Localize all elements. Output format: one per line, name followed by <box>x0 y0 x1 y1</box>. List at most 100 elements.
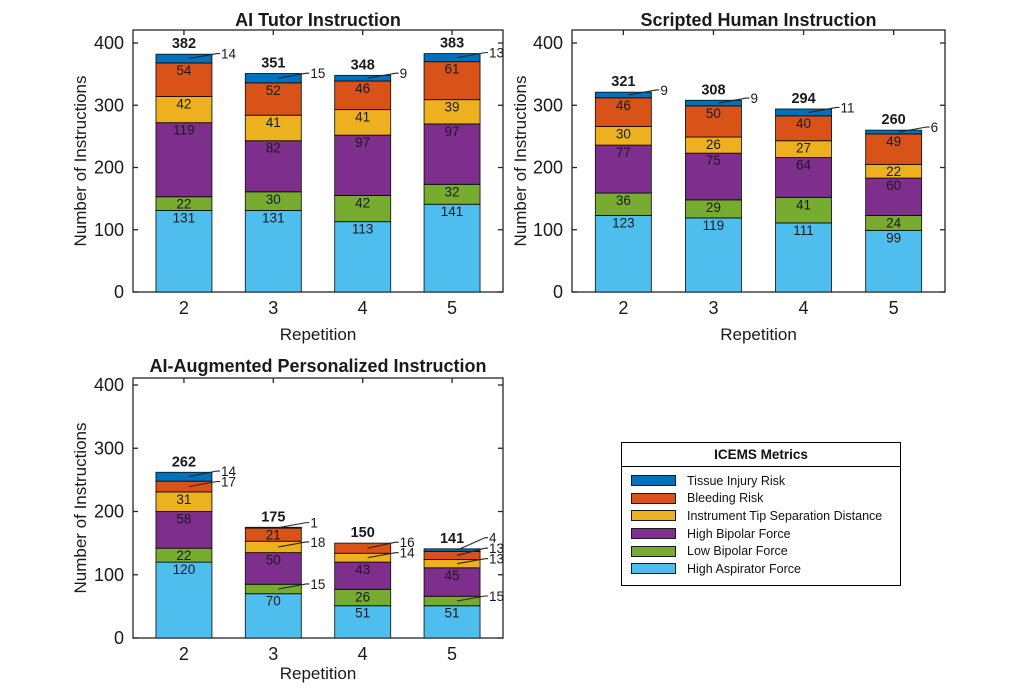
legend-row: Instrument Tip Separation Distance <box>631 507 891 525</box>
bar-segment <box>775 115 832 142</box>
segment-value-label: 24 <box>886 215 902 230</box>
tick-label-x: 2 <box>179 298 189 318</box>
bar-segment <box>155 561 213 639</box>
tick-label-x: 4 <box>358 644 368 664</box>
bar-total-label: 383 <box>440 36 464 52</box>
callout-value-label: 9 <box>400 66 408 81</box>
bar-total-label: 351 <box>261 56 285 72</box>
bar-segment <box>685 105 742 138</box>
callout-value-label: 13 <box>489 541 504 556</box>
bar-segment <box>155 53 213 64</box>
legend-swatch-icon <box>631 492 676 504</box>
bar-segment <box>865 129 923 135</box>
tick-label-y: 200 <box>94 502 124 522</box>
bar-segment <box>334 134 392 196</box>
bar-segment <box>155 471 213 482</box>
callout-leader-line <box>367 72 399 79</box>
bar-segment <box>423 99 481 125</box>
legend-item-label: Instrument Tip Separation Distance <box>687 508 883 523</box>
segment-value-label: 32 <box>445 184 460 199</box>
callout-leader-line <box>278 522 310 529</box>
callout-value-label: 14 <box>221 464 237 479</box>
segment-value-label: 40 <box>796 116 811 131</box>
tick-label-y: 0 <box>553 282 563 302</box>
legend-swatch-icon <box>631 528 676 540</box>
bar-segment <box>244 583 302 595</box>
axes-box <box>132 29 504 293</box>
tick-label-y: 300 <box>94 438 124 458</box>
callout-value-label: 9 <box>660 83 668 98</box>
bar-total-label: 260 <box>882 112 906 128</box>
segment-value-label: 31 <box>176 492 191 507</box>
bar-segment <box>423 595 481 607</box>
callout-leader-line <box>808 106 840 113</box>
x-axis-label: Repetition <box>280 664 357 683</box>
segment-value-label: 36 <box>616 193 631 208</box>
segment-value-label: 41 <box>355 110 370 125</box>
tick-label-x: 5 <box>447 298 457 318</box>
callout-value-label: 17 <box>221 475 236 490</box>
callout-value-label: 15 <box>310 66 325 81</box>
tick-label-y: 200 <box>94 158 124 178</box>
bar-segment <box>685 99 742 107</box>
chart-title: AI Tutor Instruction <box>235 10 401 30</box>
legend-item-label: Bleeding Risk <box>687 491 764 506</box>
segment-value-label: 42 <box>176 97 191 112</box>
segment-value-label: 39 <box>445 100 460 115</box>
bar-segment <box>244 540 302 554</box>
segment-value-label: 60 <box>886 178 901 193</box>
callout-leader-line <box>188 53 220 60</box>
segment-value-label: 54 <box>176 63 192 78</box>
bar-segment <box>334 109 392 136</box>
axes-box <box>132 377 504 639</box>
legend-item-label: Tissue Injury Risk <box>687 473 786 488</box>
segment-value-label: 123 <box>612 215 635 230</box>
bar-segment <box>775 196 832 224</box>
bar-segment <box>334 80 392 111</box>
tick-label-y: 0 <box>114 628 124 648</box>
bar-segment <box>865 177 923 216</box>
chart-title: Scripted Human Instruction <box>640 10 876 30</box>
segment-value-label: 113 <box>352 222 374 237</box>
bar-segment <box>244 526 302 529</box>
bar-segment <box>594 144 652 194</box>
segment-value-label: 42 <box>355 196 370 211</box>
tick-label-x: 3 <box>708 298 718 318</box>
tick-label-y: 100 <box>533 220 563 240</box>
bar-segment <box>865 229 923 293</box>
tick-label-y: 100 <box>94 220 124 240</box>
bar-segment <box>244 140 302 193</box>
bar-segment <box>423 53 481 63</box>
bar-segment <box>244 73 302 84</box>
segment-value-label: 97 <box>355 135 370 150</box>
segment-value-label: 64 <box>796 158 812 173</box>
bar-total-label: 262 <box>172 454 196 470</box>
bar-segment <box>155 480 213 493</box>
callout-value-label: 4 <box>489 531 497 546</box>
legend-item-label: High Bipolar Force <box>687 526 791 541</box>
y-axis-label: Number of Instructions <box>71 422 90 593</box>
callout-value-label: 14 <box>400 546 416 561</box>
segment-value-label: 29 <box>706 200 721 215</box>
legend-item-label: Low Bipolar Force <box>687 544 788 559</box>
segment-value-label: 41 <box>266 115 281 130</box>
segment-value-label: 99 <box>886 230 901 245</box>
y-axis-label: Number of Instructions <box>71 75 90 246</box>
segment-value-label: 51 <box>445 606 460 621</box>
segment-value-label: 75 <box>706 153 721 168</box>
bar-segment <box>155 122 213 198</box>
callout-leader-line <box>898 126 930 133</box>
bar-segment <box>775 108 832 117</box>
segment-value-label: 41 <box>796 197 811 212</box>
segment-value-label: 22 <box>176 548 191 563</box>
bar-segment <box>334 561 392 590</box>
tick-label-x: 3 <box>268 644 278 664</box>
segment-value-label: 51 <box>355 606 370 621</box>
bar-segment <box>594 97 652 127</box>
callout-value-label: 1 <box>310 516 318 531</box>
callout-leader-line <box>278 541 310 548</box>
tick-label-y: 400 <box>94 33 124 53</box>
tick-label-y: 100 <box>94 565 124 585</box>
segment-value-label: 141 <box>441 204 464 219</box>
segment-value-label: 27 <box>796 141 811 156</box>
